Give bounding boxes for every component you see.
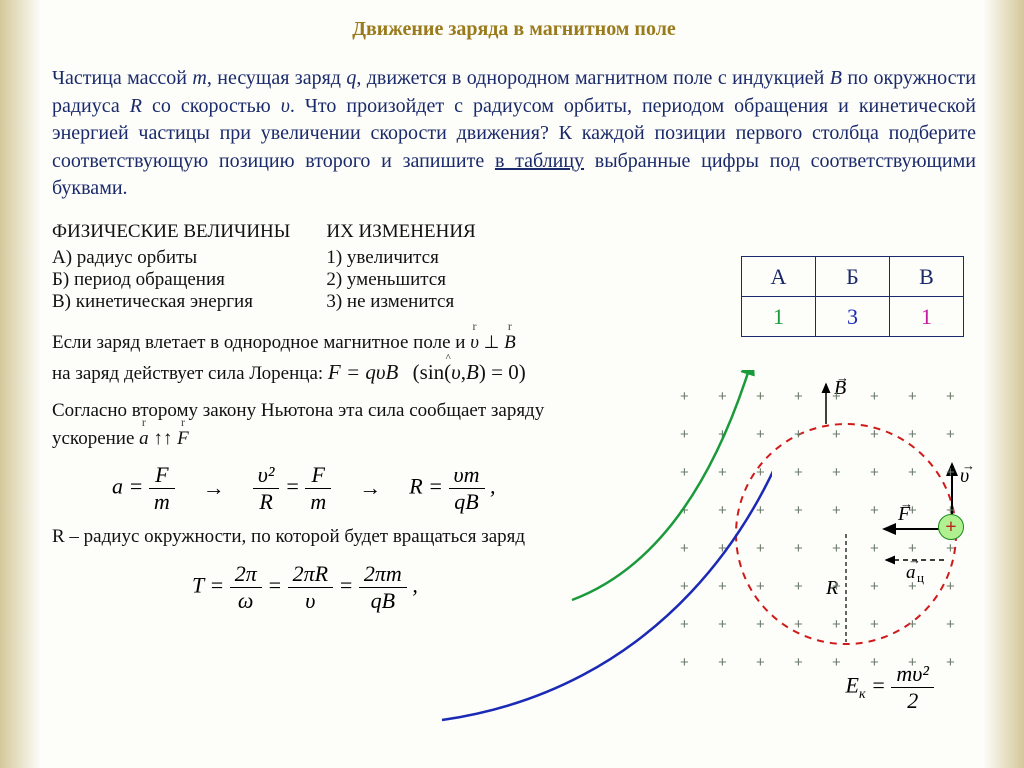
physics-diagram: B→ υ→ F→ aц→ R + {"rows":8,"cols":8,"x0"… xyxy=(676,364,976,684)
field-plus-icon: + xyxy=(870,578,879,595)
field-plus-icon: + xyxy=(756,388,765,405)
field-plus-icon: + xyxy=(756,616,765,633)
field-plus-icon: + xyxy=(946,426,955,443)
field-plus-icon: + xyxy=(832,654,841,671)
kinetic-energy-formula: Eк = mυ²2 xyxy=(846,661,934,714)
field-plus-icon: + xyxy=(832,464,841,481)
ans-head-b: Б xyxy=(816,257,890,297)
field-plus-icon: + xyxy=(718,502,727,519)
field-plus-icon: + xyxy=(718,654,727,671)
field-plus-icon: + xyxy=(718,426,727,443)
field-plus-icon: + xyxy=(794,654,803,671)
field-plus-icon: + xyxy=(680,388,689,405)
field-plus-icon: + xyxy=(756,464,765,481)
ans-val-a: 1 xyxy=(742,297,816,337)
field-plus-icon: + xyxy=(908,426,917,443)
field-plus-icon: + xyxy=(946,578,955,595)
left-item-b: Б) период обращения xyxy=(52,269,290,291)
field-plus-icon: + xyxy=(718,464,727,481)
field-plus-icon: + xyxy=(794,388,803,405)
field-plus-icon: + xyxy=(946,540,955,557)
field-plus-icon: + xyxy=(794,464,803,481)
svg-text:→: → xyxy=(962,458,975,473)
field-plus-icon: + xyxy=(680,426,689,443)
field-plus-icon: + xyxy=(946,502,955,519)
left-item-a: А) радиус орбиты xyxy=(52,247,290,269)
field-plus-icon: + xyxy=(718,578,727,595)
field-plus-icon: + xyxy=(794,540,803,557)
field-plus-icon: + xyxy=(680,464,689,481)
field-plus-icon: + xyxy=(832,616,841,633)
field-plus-icon: + xyxy=(908,502,917,519)
field-plus-icon: + xyxy=(946,654,955,671)
ans-head-c: В xyxy=(890,257,964,297)
field-plus-icon: + xyxy=(680,654,689,671)
field-plus-icon: + xyxy=(946,616,955,633)
field-plus-icon: + xyxy=(870,540,879,557)
field-plus-icon: + xyxy=(946,388,955,405)
field-plus-icon: + xyxy=(908,388,917,405)
field-plus-icon: + xyxy=(908,578,917,595)
right-item-2: 2) уменьшится xyxy=(326,269,475,291)
right-col-header: ИХ ИЗМЕНЕНИЯ xyxy=(326,221,475,243)
ans-val-b: 3 xyxy=(816,297,890,337)
svg-text:→: → xyxy=(836,370,849,385)
field-plus-icon: + xyxy=(794,426,803,443)
field-plus-icon: + xyxy=(832,388,841,405)
answer-table: А Б В 1 3 1 xyxy=(741,256,964,337)
field-plus-icon: + xyxy=(946,464,955,481)
field-plus-icon: + xyxy=(870,388,879,405)
field-plus-icon: + xyxy=(908,540,917,557)
field-plus-icon: + xyxy=(794,616,803,633)
field-plus-icon: + xyxy=(680,502,689,519)
field-plus-icon: + xyxy=(832,578,841,595)
field-plus-icon: + xyxy=(870,616,879,633)
field-plus-icon: + xyxy=(680,540,689,557)
solution-text: Если заряд влетает в однородное магнитно… xyxy=(52,329,692,454)
field-plus-icon: + xyxy=(718,616,727,633)
field-plus-icon: + xyxy=(870,426,879,443)
field-plus-icon: + xyxy=(870,464,879,481)
field-plus-icon: + xyxy=(756,654,765,671)
ans-head-a: А xyxy=(742,257,816,297)
slide-title: Движение заряда в магнитном поле xyxy=(52,18,976,41)
field-plus-icon: + xyxy=(870,502,879,519)
field-plus-icon: + xyxy=(908,464,917,481)
field-plus-icon: + xyxy=(832,502,841,519)
field-plus-icon: + xyxy=(908,616,917,633)
problem-statement: Частица массой m, несущая заряд q, движе… xyxy=(52,65,976,203)
field-plus-icon: + xyxy=(756,578,765,595)
left-item-c: В) кинетическая энергия xyxy=(52,291,290,313)
field-plus-icon: + xyxy=(680,578,689,595)
field-plus-icon: + xyxy=(718,540,727,557)
field-plus-icon: + xyxy=(794,578,803,595)
left-col-header: ФИЗИЧЕСКИЕ ВЕЛИЧИНЫ xyxy=(52,221,290,243)
svg-text:ц: ц xyxy=(917,570,924,585)
right-item-3: 3) не изменится xyxy=(326,291,475,313)
field-plus-icon: + xyxy=(756,502,765,519)
field-plus-icon: + xyxy=(756,540,765,557)
field-plus-icon: + xyxy=(832,426,841,443)
field-plus-icon: + xyxy=(680,616,689,633)
field-plus-icon: + xyxy=(832,540,841,557)
field-plus-icon: + xyxy=(794,502,803,519)
right-item-1: 1) увеличится xyxy=(326,247,475,269)
field-plus-icon: + xyxy=(718,388,727,405)
field-plus-icon: + xyxy=(756,426,765,443)
ans-val-c: 1 xyxy=(890,297,964,337)
